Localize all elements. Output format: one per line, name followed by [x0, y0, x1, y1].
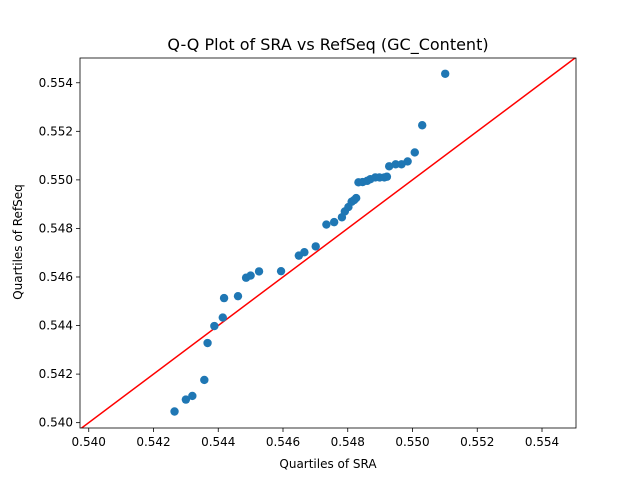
data-point-36 [403, 157, 412, 166]
x-tick-label-2: 0.542 [136, 435, 170, 449]
data-point-7 [218, 313, 227, 322]
data-point-32 [382, 172, 392, 181]
data-point-38 [418, 121, 427, 130]
plot-area: 0.540 0.542 0.544 0.546 0.548 0.550 0.552 0.554… [39, 57, 577, 449]
x-tick-label-4: 0.546 [266, 435, 300, 449]
x-axis-label: Quartiles of SRA [279, 457, 377, 471]
y-tick-label-2: 0.542 [39, 367, 73, 381]
y-tick-label-4: 0.546 [39, 270, 73, 284]
data-point-39 [441, 69, 450, 78]
chart-title: Q-Q Plot of SRA vs RefSeq (GC_Content) [167, 35, 488, 55]
data-point-16 [311, 242, 320, 251]
data-point-11 [246, 271, 255, 280]
data-point-3 [188, 391, 197, 401]
x-tick-label-1: 0.540 [72, 435, 106, 449]
y-tick-label-1: 0.540 [39, 416, 73, 430]
data-point-12 [254, 267, 264, 276]
data-point-4 [200, 375, 209, 385]
data-point-8 [219, 293, 229, 303]
data-point-37 [410, 148, 419, 157]
data-point-24 [351, 193, 361, 203]
x-tick-label-6: 0.550 [395, 435, 429, 449]
data-point-1 [170, 407, 179, 416]
y-axis-label: Quartiles of RefSeq [11, 184, 25, 300]
data-point-18 [329, 217, 339, 227]
y-tick-label-3: 0.544 [39, 319, 73, 333]
data-point-15 [300, 248, 309, 257]
data-point-9 [233, 291, 243, 301]
x-tick-label-7: 0.552 [460, 435, 494, 449]
x-tick-label-5: 0.548 [331, 435, 365, 449]
x-tick-label-3: 0.544 [201, 435, 235, 449]
data-point-13 [276, 266, 286, 276]
plot-frame [79, 57, 577, 429]
data-point-17 [322, 220, 331, 229]
data-point-34 [391, 160, 400, 169]
y-tick-label-5: 0.548 [39, 221, 73, 235]
y-tick-label-6: 0.550 [39, 173, 73, 187]
data-point-5 [203, 338, 212, 348]
y-tick-label-8: 0.554 [39, 76, 73, 90]
data-point-33 [384, 162, 394, 171]
data-point-6 [210, 321, 219, 331]
y-tick-label-7: 0.552 [39, 124, 73, 138]
reference-line [80, 58, 576, 428]
x-tick-label-8: 0.554 [525, 435, 559, 449]
data-point-2 [181, 395, 191, 404]
